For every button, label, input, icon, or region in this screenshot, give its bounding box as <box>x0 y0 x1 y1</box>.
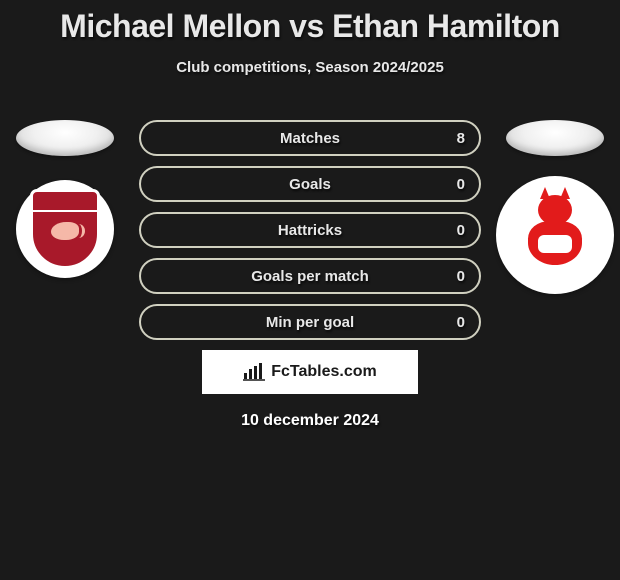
stat-right-value: 0 <box>457 314 465 331</box>
right-player-column <box>500 120 610 294</box>
stat-label: Min per goal <box>266 314 354 331</box>
stat-row-gpm: Goals per match 0 <box>139 258 481 294</box>
left-club-badge <box>16 180 114 278</box>
stat-row-goals: Goals 0 <box>139 166 481 202</box>
stat-label: Matches <box>280 130 340 147</box>
right-club-badge <box>496 176 614 294</box>
subtitle: Club competitions, Season 2024/2025 <box>0 59 620 76</box>
date-text: 10 december 2024 <box>139 412 481 430</box>
stat-right-value: 0 <box>457 268 465 285</box>
stat-row-mpg: Min per goal 0 <box>139 304 481 340</box>
left-player-portrait-placeholder <box>16 120 114 156</box>
fctables-logo[interactable]: FcTables.com <box>202 350 418 394</box>
stat-right-value: 8 <box>457 130 465 147</box>
stat-label: Goals per match <box>251 268 369 285</box>
logo-text: FcTables.com <box>271 363 377 381</box>
shrimp-icon <box>51 222 79 240</box>
stat-label: Goals <box>289 176 331 193</box>
stat-right-value: 0 <box>457 222 465 239</box>
bar-chart-icon <box>243 363 265 381</box>
stat-label: Hattricks <box>278 222 342 239</box>
lincoln-imp-icon <box>520 195 590 275</box>
stats-column: Matches 8 Goals 0 Hattricks 0 Goals per … <box>139 120 481 430</box>
stat-row-hattricks: Hattricks 0 <box>139 212 481 248</box>
left-player-column <box>10 120 120 278</box>
right-player-portrait-placeholder <box>506 120 604 156</box>
stat-right-value: 0 <box>457 176 465 193</box>
page-title: Michael Mellon vs Ethan Hamilton <box>0 0 620 45</box>
morecambe-shield-icon <box>30 189 100 269</box>
stat-row-matches: Matches 8 <box>139 120 481 156</box>
